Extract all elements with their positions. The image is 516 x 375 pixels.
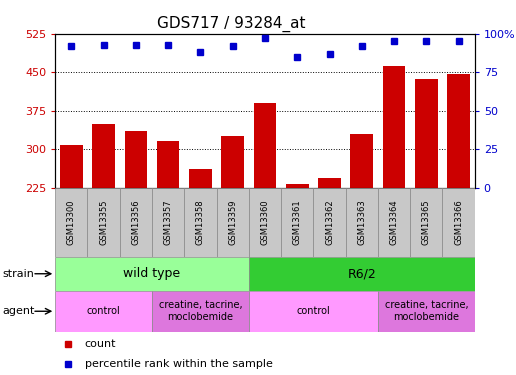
Text: percentile rank within the sample: percentile rank within the sample — [85, 359, 272, 369]
Bar — [281, 188, 313, 257]
Text: GSM13360: GSM13360 — [261, 200, 269, 245]
Bar — [221, 136, 244, 188]
Bar — [120, 188, 152, 257]
Bar — [415, 79, 438, 188]
Text: agent: agent — [3, 306, 35, 316]
Bar — [124, 131, 147, 188]
Bar — [378, 291, 475, 332]
Bar — [152, 291, 249, 332]
Text: GSM13361: GSM13361 — [293, 200, 302, 245]
Title: GDS717 / 93284_at: GDS717 / 93284_at — [157, 16, 305, 32]
Bar — [350, 134, 373, 188]
Text: GSM13363: GSM13363 — [357, 200, 366, 245]
Bar — [55, 257, 249, 291]
Text: strain: strain — [3, 269, 35, 279]
Bar — [152, 188, 184, 257]
Text: GSM13355: GSM13355 — [99, 200, 108, 245]
Text: GSM13358: GSM13358 — [196, 200, 205, 245]
Text: GSM13357: GSM13357 — [164, 200, 173, 245]
Text: GSM13359: GSM13359 — [228, 200, 237, 245]
Text: GSM13364: GSM13364 — [390, 200, 398, 245]
Bar — [442, 188, 475, 257]
Bar — [60, 146, 83, 188]
Text: GSM13366: GSM13366 — [454, 200, 463, 245]
Bar — [378, 188, 410, 257]
Bar — [189, 168, 212, 188]
Text: creatine, tacrine,
moclobemide: creatine, tacrine, moclobemide — [158, 300, 242, 322]
Bar — [88, 188, 120, 257]
Bar — [249, 291, 378, 332]
Text: creatine, tacrine,
moclobemide: creatine, tacrine, moclobemide — [384, 300, 468, 322]
Text: GSM13365: GSM13365 — [422, 200, 431, 245]
Bar — [254, 103, 276, 188]
Text: GSM13356: GSM13356 — [132, 200, 140, 245]
Bar — [249, 257, 475, 291]
Bar — [55, 188, 88, 257]
Bar — [410, 188, 442, 257]
Text: control: control — [297, 306, 330, 316]
Bar — [92, 124, 115, 188]
Text: R6/2: R6/2 — [347, 267, 376, 280]
Bar — [286, 184, 309, 188]
Bar — [383, 66, 406, 188]
Bar — [447, 74, 470, 188]
Bar — [157, 141, 180, 188]
Bar — [346, 188, 378, 257]
Bar — [55, 291, 152, 332]
Text: count: count — [85, 339, 116, 349]
Bar — [249, 188, 281, 257]
Bar — [318, 178, 341, 188]
Bar — [313, 188, 346, 257]
Text: GSM13300: GSM13300 — [67, 200, 76, 245]
Bar — [184, 188, 217, 257]
Text: GSM13362: GSM13362 — [325, 200, 334, 245]
Text: wild type: wild type — [123, 267, 181, 280]
Text: control: control — [87, 306, 121, 316]
Bar — [217, 188, 249, 257]
